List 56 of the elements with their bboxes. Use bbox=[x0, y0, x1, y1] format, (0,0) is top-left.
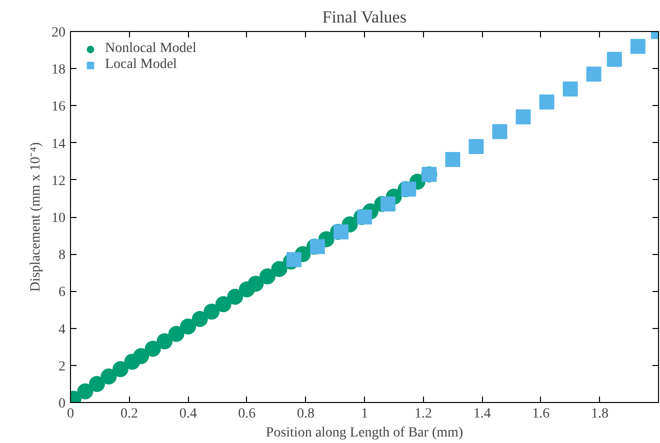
point bbox=[630, 38, 646, 54]
y-tick-label: 20 bbox=[52, 26, 66, 40]
y-tick-label: 10 bbox=[52, 211, 66, 226]
point bbox=[539, 94, 554, 110]
point bbox=[215, 296, 232, 312]
point bbox=[168, 326, 184, 342]
point bbox=[562, 82, 578, 97]
y-tick-label: 18 bbox=[52, 62, 66, 78]
point bbox=[401, 182, 416, 197]
point bbox=[192, 311, 208, 328]
x-tick-label: 1.2 bbox=[414, 406, 432, 422]
point bbox=[333, 224, 348, 240]
point bbox=[88, 376, 105, 392]
point bbox=[445, 152, 460, 167]
chart-title: Final Values bbox=[322, 8, 406, 26]
y-tick-label: 4 bbox=[58, 322, 66, 338]
point bbox=[227, 288, 244, 305]
point bbox=[380, 196, 396, 212]
point bbox=[586, 66, 602, 82]
x-tick-label: 1 bbox=[361, 406, 368, 422]
x-tick-label: 0.2 bbox=[120, 406, 138, 422]
point bbox=[180, 318, 196, 334]
x-axis-title: Position along Length of Bar (mm) bbox=[266, 426, 464, 440]
point bbox=[271, 260, 288, 277]
x-tick-label: 0.4 bbox=[179, 406, 197, 422]
y-tick-label: 8 bbox=[58, 248, 66, 264]
point bbox=[357, 210, 372, 224]
point bbox=[468, 139, 484, 154]
y-tick-label: 2 bbox=[58, 359, 66, 374]
x-tick-label: 1.4 bbox=[473, 406, 491, 422]
legend-label: Local Model bbox=[105, 57, 177, 73]
x-tick-label: 0.6 bbox=[238, 406, 256, 422]
y-tick-label: 12 bbox=[52, 174, 66, 189]
point bbox=[516, 109, 531, 124]
point bbox=[248, 276, 264, 292]
y-tick-label: 16 bbox=[52, 100, 66, 115]
x-tick-label: 0.8 bbox=[296, 406, 314, 422]
point bbox=[144, 340, 161, 357]
point bbox=[77, 383, 94, 400]
point bbox=[259, 268, 276, 284]
y-axis-title: Displacement (mm x 10⁻⁴) bbox=[28, 142, 44, 292]
point bbox=[133, 348, 150, 364]
point bbox=[492, 124, 508, 140]
x-tick-label: 1.8 bbox=[590, 406, 608, 422]
point bbox=[606, 52, 622, 67]
point bbox=[286, 252, 302, 268]
x-tick-label: 1.6 bbox=[532, 406, 550, 422]
y-tick-label: 14 bbox=[52, 136, 66, 152]
point bbox=[112, 361, 128, 378]
y-tick-label: 6 bbox=[58, 285, 66, 300]
point bbox=[204, 304, 220, 320]
point bbox=[310, 239, 325, 254]
y-tick-label: 0 bbox=[58, 396, 66, 412]
point bbox=[156, 333, 173, 350]
legend-label: Nonlocal Model bbox=[105, 41, 196, 57]
point bbox=[100, 368, 117, 385]
